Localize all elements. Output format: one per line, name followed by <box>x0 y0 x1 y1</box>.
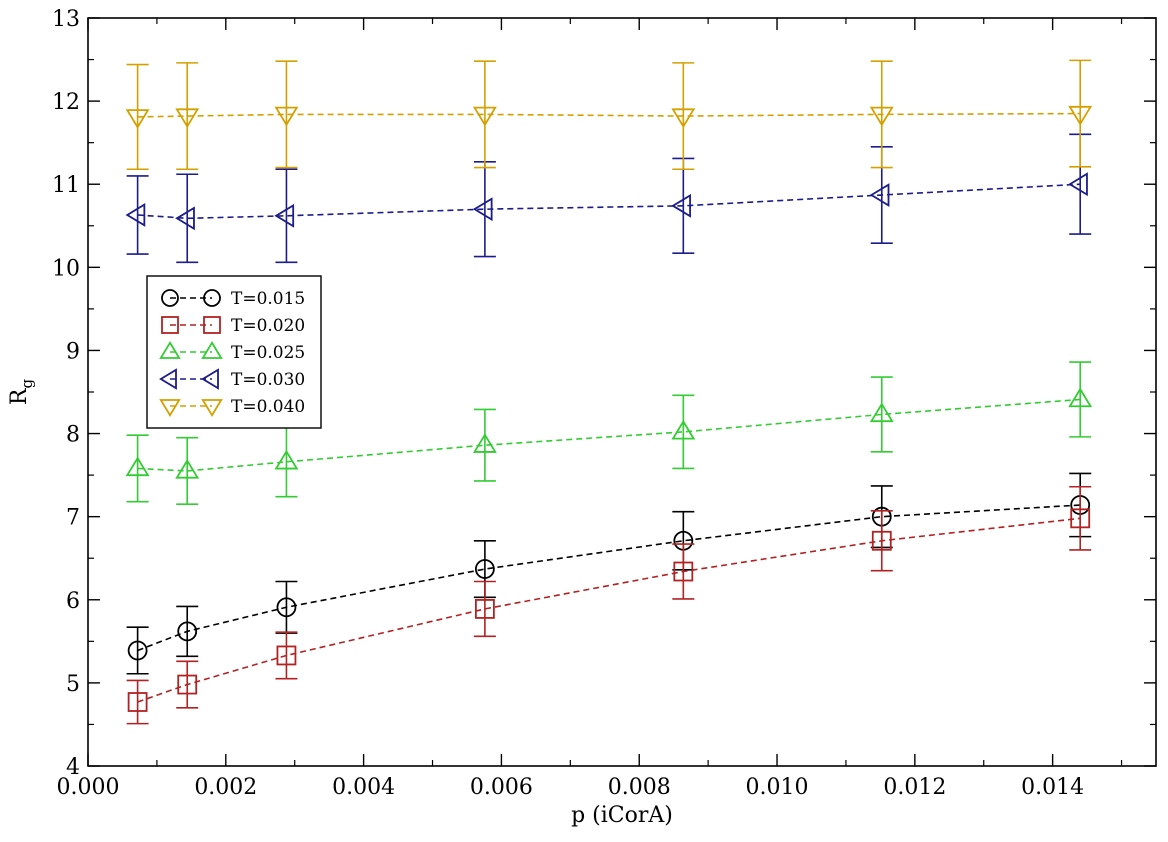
series-5 <box>125 59 1093 171</box>
data-point <box>125 203 146 227</box>
legend-label: T=0.040 <box>231 397 305 417</box>
data-point <box>177 674 198 695</box>
legend: T=0.015 T=0.020 T=0.025 T=0.030 T=0.040 <box>146 275 322 429</box>
series-1 <box>126 472 1092 675</box>
data-point <box>472 106 497 127</box>
ticks: 0.000 0.002 0.004 0.006 0.008 0.010 0.012 0.014… <box>52 7 1156 800</box>
data-point <box>276 645 297 666</box>
data-point <box>472 433 497 453</box>
y-axis-title-sub: g <box>18 379 36 389</box>
data-point <box>127 692 148 712</box>
data-point <box>127 640 148 661</box>
data-point <box>274 203 295 228</box>
data-point <box>474 599 495 619</box>
data-point <box>125 456 150 477</box>
data-point <box>159 368 177 390</box>
data-point <box>159 399 181 417</box>
data-point <box>673 561 694 582</box>
legend-label: T=0.015 <box>231 289 305 309</box>
data-point <box>1068 387 1093 408</box>
x-tick-label: 0.014 <box>1021 775 1084 800</box>
y-tick-label: 9 <box>66 339 80 364</box>
y-tick-label: 7 <box>66 506 80 531</box>
data-point <box>276 597 297 618</box>
legend-label: T=0.030 <box>231 370 305 390</box>
y-tick-label: 5 <box>66 672 80 697</box>
x-tick-label: 0.012 <box>883 775 946 800</box>
svg-text:Rg: Rg <box>7 379 36 406</box>
data-point <box>161 316 179 334</box>
data-point <box>159 341 181 359</box>
legend-item: T=0.040 <box>159 397 305 417</box>
series-line <box>137 517 1081 703</box>
y-tick-label: 6 <box>66 589 80 614</box>
data-point <box>1068 105 1093 126</box>
series-4 <box>125 133 1092 264</box>
x-tick-label: 0.000 <box>57 775 120 800</box>
data-point <box>201 368 219 390</box>
x-axis-title: p (iCorA) <box>571 803 673 828</box>
y-tick-label: 13 <box>52 7 80 32</box>
data-point <box>1070 508 1091 529</box>
series-3 <box>125 361 1093 506</box>
legend-item: T=0.030 <box>159 368 305 390</box>
data-point <box>175 458 200 479</box>
data-point <box>201 341 223 359</box>
legend-item: T=0.025 <box>159 341 305 363</box>
data-point <box>274 449 299 470</box>
data-point <box>175 206 195 231</box>
x-tick-label: 0.006 <box>470 775 533 800</box>
data-point <box>671 193 691 218</box>
data-point <box>869 402 894 423</box>
data-point <box>274 106 299 127</box>
data-point <box>125 109 150 129</box>
data-point <box>203 316 221 334</box>
data-point <box>474 559 495 579</box>
data-point <box>201 399 223 417</box>
data-point <box>671 108 696 129</box>
legend-label: T=0.020 <box>231 316 305 336</box>
series-line <box>137 504 1081 652</box>
x-tick-label: 0.008 <box>608 775 671 800</box>
data-point <box>869 183 890 207</box>
x-tick-label: 0.002 <box>194 775 257 800</box>
y-tick-label: 8 <box>66 423 80 448</box>
series-layer <box>125 59 1093 725</box>
data-point <box>871 530 892 551</box>
y-tick-label: 4 <box>66 755 80 780</box>
y-tick-label: 12 <box>52 90 80 115</box>
x-tick-label: 0.004 <box>332 775 395 800</box>
legend-item: T=0.015 <box>161 289 305 309</box>
y-tick-label: 10 <box>52 256 80 281</box>
data-point <box>177 621 198 642</box>
data-point <box>472 197 493 222</box>
data-point <box>671 419 696 440</box>
series-2 <box>126 485 1092 725</box>
data-point <box>175 108 200 129</box>
legend-label: T=0.025 <box>231 343 305 363</box>
y-axis-title: Rg <box>7 379 36 406</box>
data-point <box>161 289 179 307</box>
data-point <box>869 106 894 127</box>
x-tick-label: 0.010 <box>746 775 809 800</box>
data-point <box>1068 172 1088 197</box>
y-axis-title-main: R <box>7 387 32 405</box>
y-tick-label: 11 <box>52 173 80 198</box>
data-point <box>203 289 221 307</box>
legend-item: T=0.020 <box>161 316 305 336</box>
